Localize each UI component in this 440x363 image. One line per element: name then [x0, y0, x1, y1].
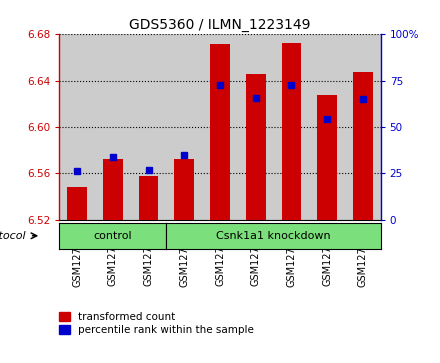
Bar — [59, 34, 95, 220]
Bar — [309, 34, 345, 220]
Bar — [246, 74, 265, 220]
Bar — [202, 34, 238, 220]
Bar — [210, 44, 230, 220]
Bar — [103, 159, 123, 220]
Bar — [274, 34, 309, 220]
Text: Csnk1a1 knockdown: Csnk1a1 knockdown — [216, 231, 331, 241]
Bar — [139, 176, 158, 220]
Bar — [95, 34, 131, 220]
Bar — [282, 42, 301, 220]
Title: GDS5360 / ILMN_1223149: GDS5360 / ILMN_1223149 — [129, 18, 311, 32]
Bar — [353, 72, 373, 220]
Bar — [317, 95, 337, 220]
Bar — [238, 34, 274, 220]
Bar — [67, 187, 87, 220]
Bar — [345, 34, 381, 220]
Bar — [175, 159, 194, 220]
Legend: transformed count, percentile rank within the sample: transformed count, percentile rank withi… — [59, 312, 254, 335]
Bar — [166, 34, 202, 220]
Text: protocol: protocol — [0, 231, 26, 241]
Bar — [131, 34, 166, 220]
Text: control: control — [94, 231, 132, 241]
